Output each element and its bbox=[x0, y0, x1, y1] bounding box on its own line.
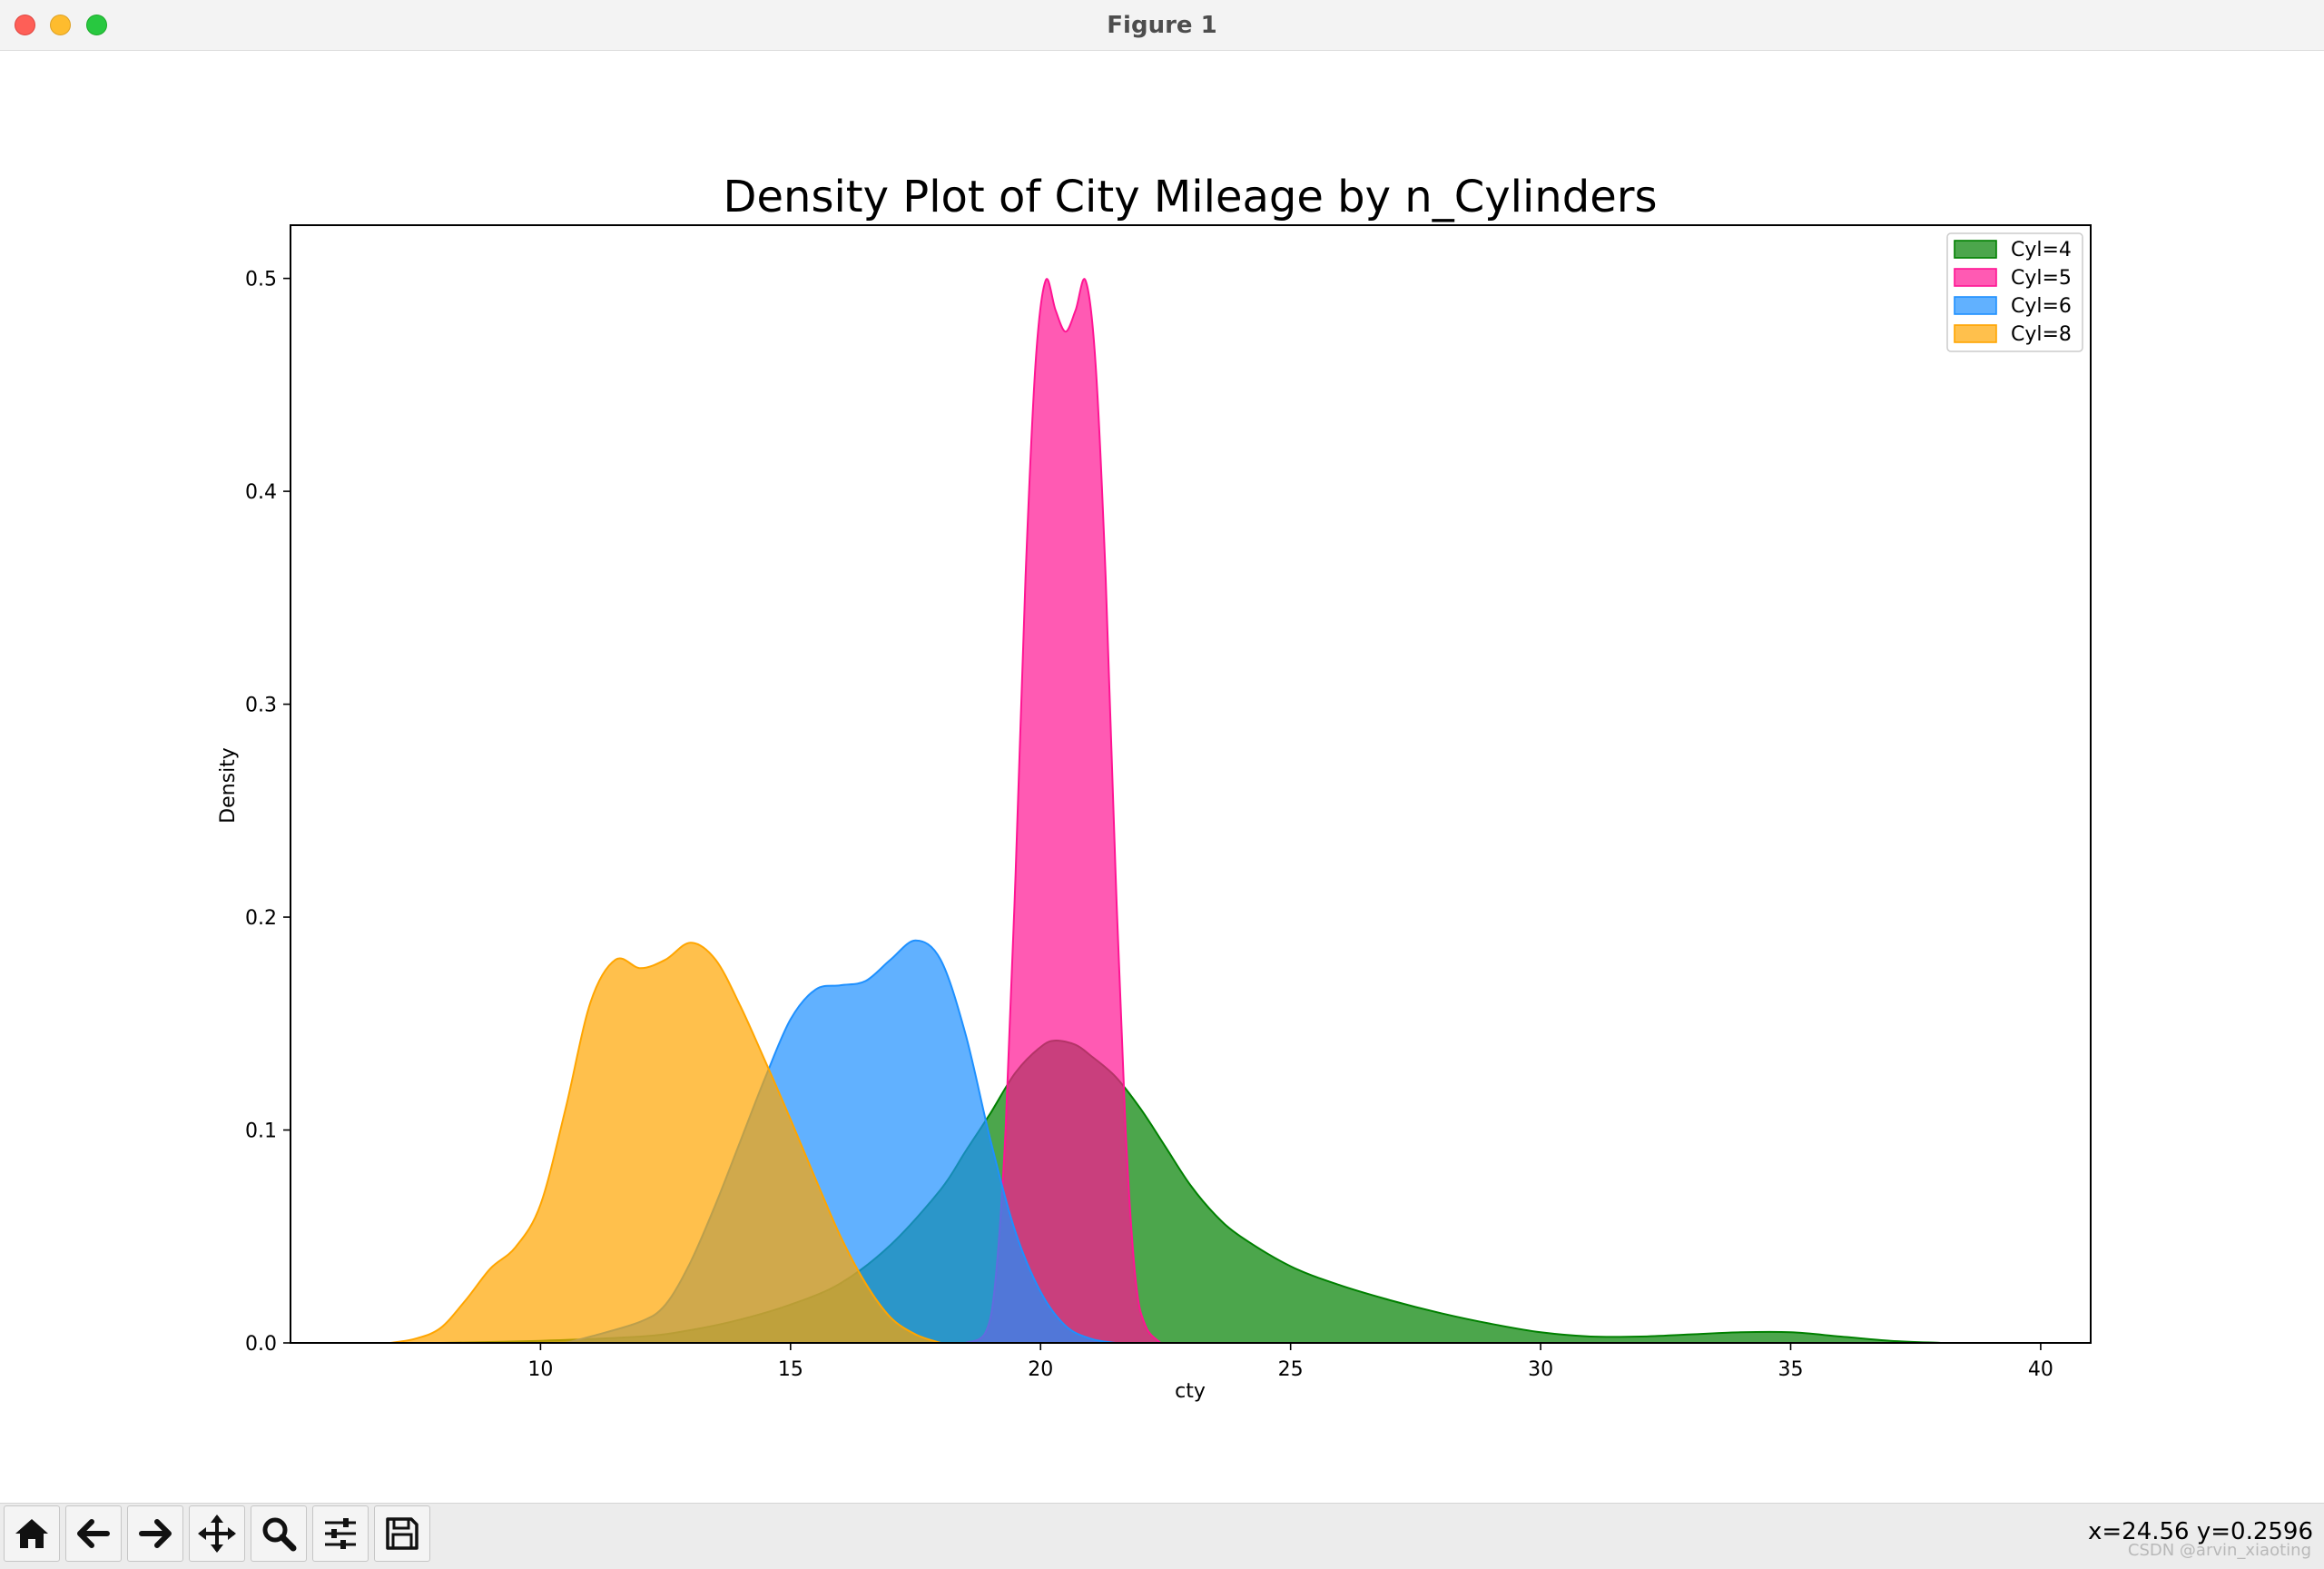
chart-title: Density Plot of City Mileage by n_Cylind… bbox=[724, 172, 1658, 222]
sliders-icon bbox=[325, 1518, 356, 1549]
window-titlebar: Figure 1 bbox=[0, 0, 2324, 51]
save-button[interactable] bbox=[374, 1505, 430, 1562]
home-icon bbox=[15, 1519, 48, 1548]
x-axis-label: cty bbox=[1175, 1380, 1206, 1403]
legend-label: Cyl=4 bbox=[2011, 239, 2072, 262]
legend-frame bbox=[1946, 232, 2083, 352]
y-tick-label: 0.0 bbox=[245, 1333, 277, 1356]
x-axis-ticks: 10 15 20 25 30 35 40 bbox=[527, 1343, 2053, 1381]
x-tick-label: 15 bbox=[778, 1358, 803, 1381]
home-button[interactable] bbox=[4, 1505, 60, 1562]
y-axis-label: Density bbox=[217, 747, 240, 824]
cursor-coordinates: x=24.56 y=0.2596 bbox=[2087, 1518, 2313, 1545]
zoom-button[interactable] bbox=[251, 1505, 307, 1562]
arrow-right-icon bbox=[139, 1519, 172, 1548]
density-line-2 bbox=[965, 278, 1162, 1344]
legend-swatch bbox=[1954, 240, 1997, 259]
minimize-window-button[interactable] bbox=[50, 15, 71, 35]
magnifier-icon bbox=[262, 1517, 297, 1552]
back-button[interactable] bbox=[65, 1505, 122, 1562]
y-axis-ticks: 0.0 0.1 0.2 0.3 0.4 0.5 bbox=[245, 269, 290, 1356]
arrow-left-icon bbox=[77, 1519, 110, 1548]
y-tick-label: 0.2 bbox=[245, 907, 277, 930]
x-tick-label: 20 bbox=[1028, 1358, 1053, 1381]
legend-label: Cyl=8 bbox=[2011, 323, 2072, 346]
y-tick-label: 0.3 bbox=[245, 695, 277, 717]
density-line-4 bbox=[390, 942, 941, 1344]
density-area-1 bbox=[440, 1040, 1941, 1343]
configure-subplots-button[interactable] bbox=[312, 1505, 369, 1562]
legend-label: Cyl=5 bbox=[2011, 267, 2072, 290]
legend-swatch bbox=[1954, 296, 1997, 315]
legend-swatch bbox=[1954, 324, 1997, 343]
legend-label: Cyl=6 bbox=[2011, 295, 2072, 318]
window-title: Figure 1 bbox=[1107, 12, 1217, 39]
legend: Cyl=4 Cyl=5 Cyl=6 Cyl=8 bbox=[1946, 232, 2083, 352]
x-tick-label: 25 bbox=[1278, 1358, 1304, 1381]
pan-button[interactable] bbox=[189, 1505, 245, 1562]
axes-frame bbox=[290, 224, 2092, 1344]
x-tick-label: 40 bbox=[2028, 1358, 2053, 1381]
density-areas bbox=[390, 278, 1941, 1344]
y-tick-label: 0.1 bbox=[245, 1120, 277, 1143]
x-tick-label: 35 bbox=[1778, 1358, 1804, 1381]
watermark: CSDN @arvin_xiaoting bbox=[2127, 1541, 2311, 1560]
forward-button[interactable] bbox=[127, 1505, 183, 1562]
close-window-button[interactable] bbox=[15, 15, 35, 35]
floppy-disk-icon bbox=[386, 1517, 419, 1550]
y-tick-label: 0.4 bbox=[245, 481, 277, 504]
y-tick-label: 0.5 bbox=[245, 269, 277, 291]
x-tick-label: 30 bbox=[1528, 1358, 1553, 1381]
legend-swatch bbox=[1954, 268, 1997, 287]
density-plot: 10 15 20 25 30 35 40 0.0 0.1 0.2 0.3 0.4 0.5 Densit… bbox=[217, 172, 2092, 1403]
density-area-4 bbox=[390, 942, 941, 1343]
move-icon bbox=[198, 1515, 236, 1553]
x-tick-label: 10 bbox=[527, 1358, 553, 1381]
density-area-2 bbox=[965, 279, 1161, 1343]
maximize-window-button[interactable] bbox=[86, 15, 107, 35]
